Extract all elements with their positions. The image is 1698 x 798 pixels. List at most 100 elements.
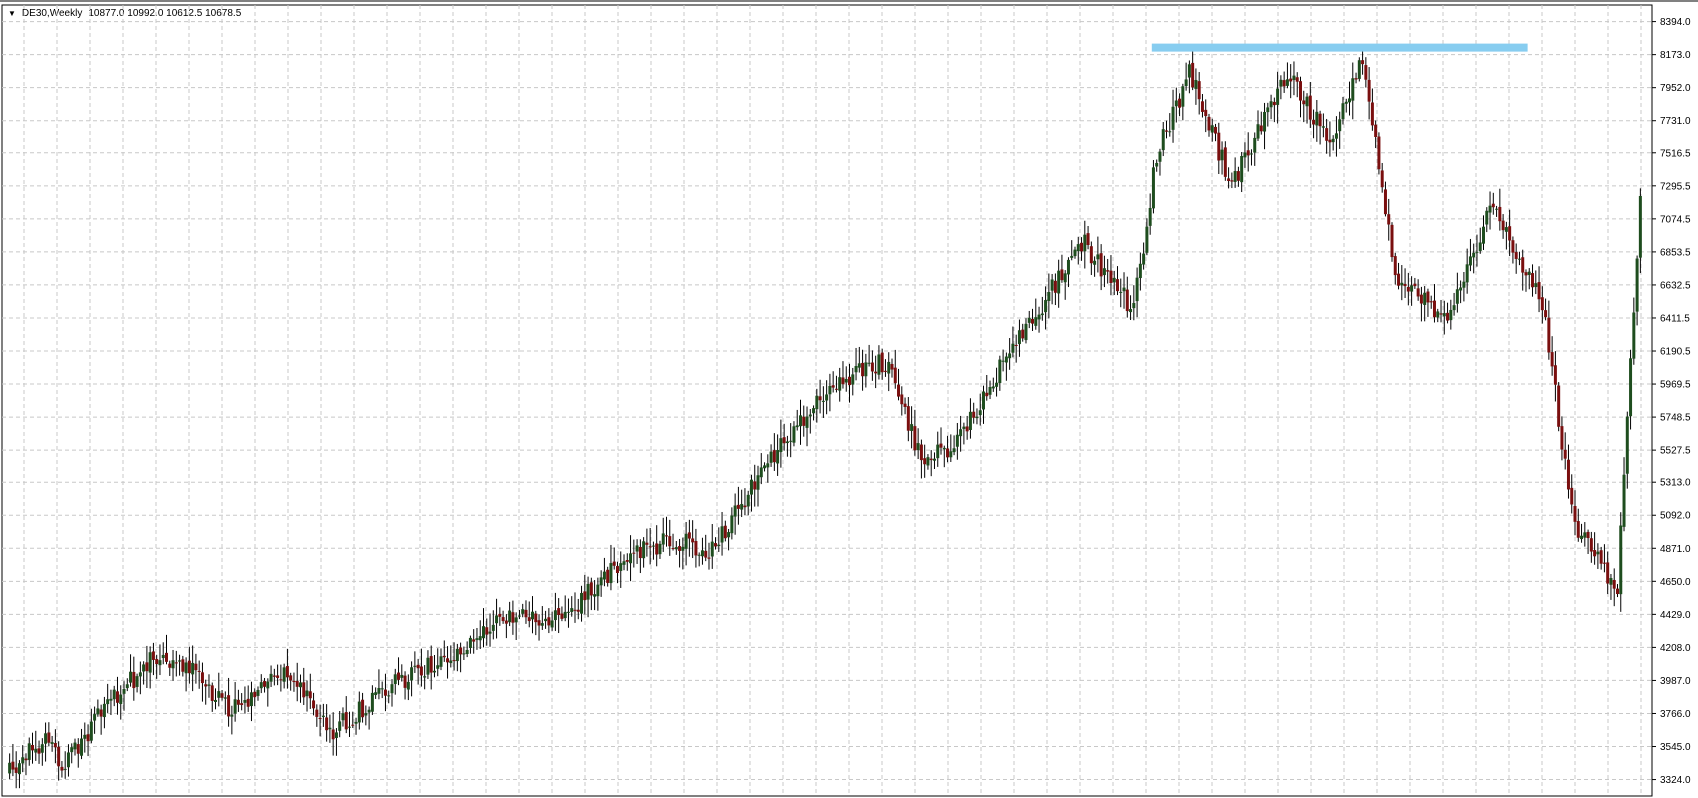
price-tick-label: 4650.0: [1660, 577, 1691, 588]
candle-up: [338, 721, 342, 731]
candle-up: [1155, 162, 1159, 167]
candle-up: [374, 692, 378, 696]
candle-down: [1178, 98, 1182, 108]
candle-up: [495, 615, 499, 624]
candle-up: [1145, 226, 1149, 253]
candle-up: [1357, 60, 1361, 79]
candle-down: [1419, 294, 1423, 304]
candle-up: [478, 636, 482, 641]
candle-up: [370, 692, 374, 712]
candle-down: [132, 671, 136, 689]
candle-up: [586, 583, 590, 600]
candle-down: [704, 550, 708, 558]
candle-up: [27, 743, 31, 760]
candle-down: [383, 689, 387, 696]
candle-up: [17, 763, 21, 775]
price-tick-label: 7952.0: [1660, 83, 1691, 94]
candle-down: [240, 703, 244, 706]
candle-up: [730, 515, 734, 534]
candle-up: [1629, 358, 1633, 417]
candle-up: [1478, 242, 1482, 251]
candle-down: [848, 376, 852, 386]
candle-down: [831, 385, 835, 388]
candle-up: [798, 415, 802, 427]
candle-up: [995, 382, 999, 387]
candle-up: [733, 505, 737, 517]
candle-down: [946, 448, 950, 458]
candle-down: [1053, 280, 1057, 293]
candle-up: [1269, 101, 1273, 108]
candle-up: [593, 594, 597, 597]
candle-down: [527, 617, 531, 622]
candle-up: [1583, 532, 1587, 538]
candle-up: [1638, 195, 1642, 258]
candle-up: [815, 395, 819, 410]
candle-down: [11, 761, 15, 770]
symbol-info-bar: ▼ DE30,Weekly 10877.0 10992.0 10612.5 10…: [8, 8, 241, 20]
candle-up: [1057, 270, 1061, 294]
candle-down: [1191, 62, 1195, 88]
candle-up: [1008, 353, 1012, 359]
candle-down: [210, 685, 214, 701]
candle-down: [1413, 283, 1417, 287]
ohlc-readout: 10877.0 10992.0 10612.5 10678.5: [88, 8, 242, 19]
candle-up: [1331, 138, 1335, 143]
candle-down: [187, 660, 191, 674]
candle-down: [53, 743, 57, 748]
candle-up: [249, 692, 253, 707]
candle-up: [70, 747, 74, 753]
candle-down: [1570, 487, 1574, 505]
candle-up: [1527, 271, 1531, 275]
candle-down: [913, 426, 917, 451]
price-tick-label: 7295.5: [1660, 181, 1691, 192]
candle-up: [1096, 254, 1100, 260]
candle-up: [521, 609, 525, 614]
candle-up: [1210, 125, 1214, 133]
candle-up: [959, 429, 963, 437]
candle-up: [1423, 292, 1427, 305]
candle-up: [148, 652, 152, 673]
candle-down: [880, 352, 884, 373]
candle-down: [714, 543, 718, 547]
candle-up: [769, 451, 773, 463]
candle-up: [1168, 131, 1172, 133]
candle-up: [1076, 244, 1080, 252]
candle-down: [472, 639, 476, 642]
candle-up: [125, 684, 129, 689]
candle-up: [1468, 256, 1472, 266]
candle-down: [534, 613, 538, 623]
candle-down: [1511, 240, 1515, 253]
candle-down: [1106, 270, 1110, 272]
candle-down: [60, 766, 64, 771]
candle-down: [263, 681, 267, 687]
candle-down: [1364, 65, 1368, 80]
candle-up: [792, 426, 796, 443]
candle-down: [1397, 273, 1401, 286]
candle-up: [410, 667, 414, 681]
candle-up: [514, 617, 518, 623]
candle-down: [151, 651, 155, 660]
candle-up: [1632, 312, 1636, 359]
candle-up: [426, 657, 430, 675]
candle-up: [217, 691, 221, 698]
candle-down: [1553, 365, 1557, 385]
candle-up: [1142, 253, 1146, 265]
candle-up: [1305, 96, 1309, 107]
candle-up: [233, 699, 237, 714]
price-tick-label: 5527.5: [1660, 446, 1691, 457]
candle-down: [1576, 521, 1580, 538]
candle-down: [985, 392, 989, 397]
candle-down: [841, 377, 845, 385]
candle-up: [1194, 79, 1198, 89]
candle-down: [459, 647, 463, 655]
price-tick-label: 5969.5: [1660, 380, 1691, 391]
candle-up: [952, 448, 956, 453]
candle-down: [1390, 224, 1394, 258]
candle-down: [772, 450, 776, 463]
candle-down: [194, 663, 198, 671]
candle-down: [99, 709, 103, 717]
dropdown-triangle-icon[interactable]: ▼: [8, 9, 16, 18]
